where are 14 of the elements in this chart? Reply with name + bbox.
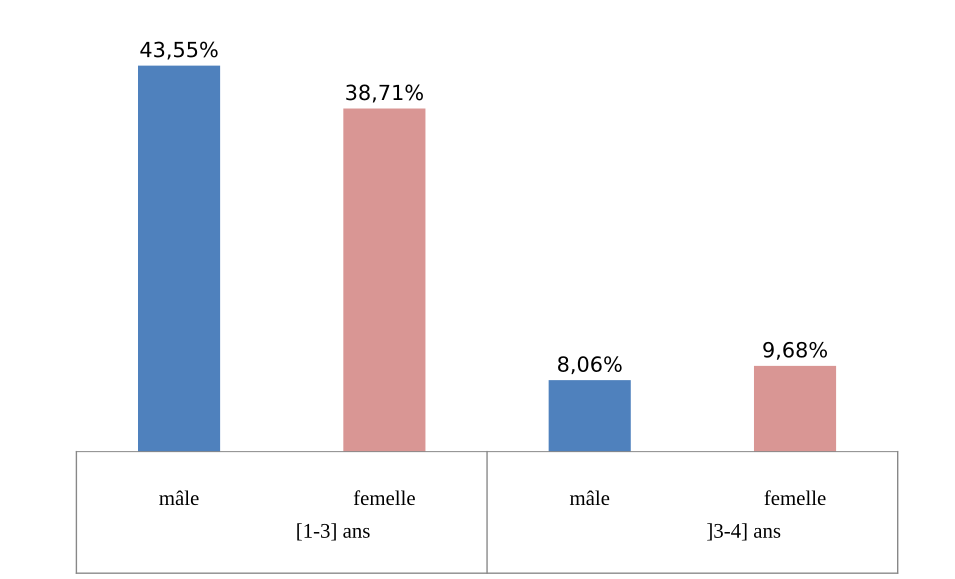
bar [343, 108, 426, 452]
x-tick-label: femelle [354, 490, 415, 506]
bar [548, 380, 631, 452]
text: [1-3] ans [297, 523, 370, 540]
data-label: 9,68% [763, 342, 827, 360]
x-tick-label: femelle [764, 490, 826, 506]
data-label: 38,71% [346, 84, 423, 102]
text: ]3-4] ans [707, 523, 780, 540]
data-label: 8,06% [558, 356, 622, 374]
x-tick-label: mâle [159, 490, 199, 506]
bar [138, 66, 220, 452]
x-tick-label: mâle [570, 490, 610, 506]
data-label: 43,55% [140, 42, 218, 60]
bar [754, 366, 836, 452]
